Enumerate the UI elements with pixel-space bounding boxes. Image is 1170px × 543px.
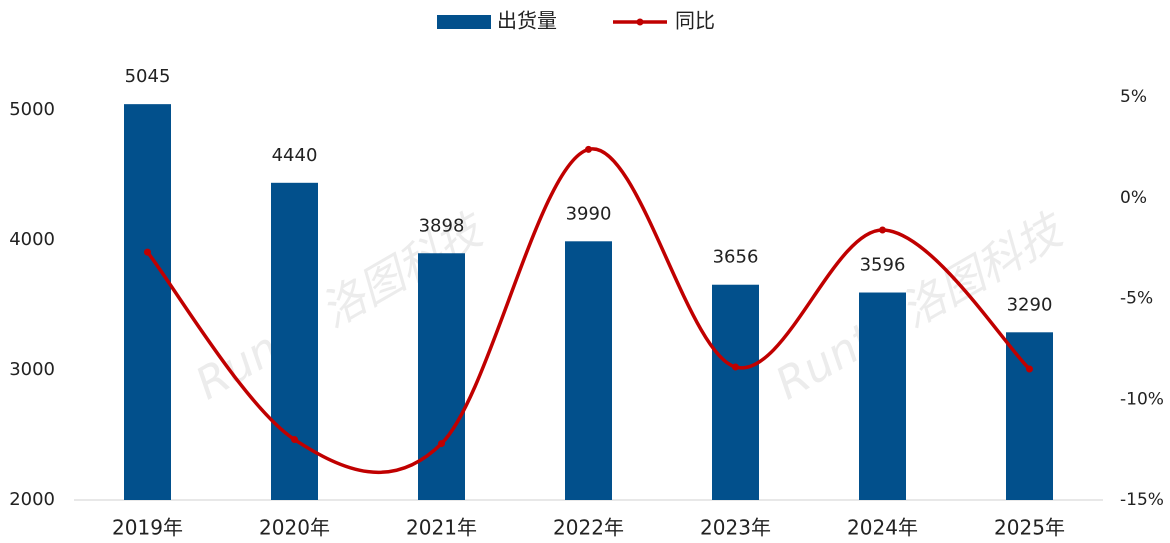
data-label: 3290 bbox=[1007, 294, 1053, 315]
line-marker bbox=[732, 363, 739, 371]
bar bbox=[271, 182, 318, 501]
legend-swatch bbox=[636, 18, 644, 26]
data-label: 3656 bbox=[713, 247, 759, 268]
bar bbox=[418, 253, 465, 500]
x-tick-label: 2025年 bbox=[994, 516, 1065, 540]
x-tick-label: 2020年 bbox=[259, 516, 330, 540]
x-tick-label: 2024年 bbox=[847, 516, 918, 540]
data-label: 4440 bbox=[272, 145, 318, 166]
x-tick-label: 2021年 bbox=[406, 516, 477, 540]
bar bbox=[1006, 332, 1053, 500]
y2-tick-label: 5% bbox=[1120, 87, 1147, 107]
line-marker bbox=[585, 145, 592, 153]
line-marker bbox=[291, 436, 298, 444]
data-label: 3990 bbox=[566, 203, 612, 224]
y-tick-label: 5000 bbox=[9, 99, 55, 120]
x-tick-label: 2023年 bbox=[700, 516, 771, 540]
y2-tick-label: -15% bbox=[1120, 490, 1164, 510]
bar bbox=[859, 292, 906, 500]
y2-tick-label: -10% bbox=[1120, 389, 1164, 409]
x-tick-label: 2022年 bbox=[553, 516, 624, 540]
data-label: 5045 bbox=[125, 66, 171, 87]
x-tick-label: 2019年 bbox=[112, 516, 183, 540]
line-marker bbox=[144, 248, 151, 256]
line-marker bbox=[879, 226, 886, 234]
y2-tick-label: -5% bbox=[1120, 289, 1153, 309]
y-tick-label: 2000 bbox=[9, 489, 55, 510]
line-marker bbox=[438, 440, 445, 448]
y2-tick-label: 0% bbox=[1120, 188, 1147, 208]
line-marker bbox=[1026, 365, 1033, 373]
legend-swatch bbox=[437, 15, 491, 29]
y-tick-label: 3000 bbox=[9, 359, 55, 380]
data-label: 3898 bbox=[419, 215, 465, 236]
legend-label: 出货量 bbox=[497, 9, 557, 33]
bar bbox=[124, 104, 171, 501]
y-tick-label: 4000 bbox=[9, 229, 55, 250]
bar bbox=[712, 284, 759, 500]
legend-label: 同比 bbox=[675, 9, 715, 33]
bar bbox=[565, 241, 612, 501]
data-label: 3596 bbox=[860, 255, 906, 276]
